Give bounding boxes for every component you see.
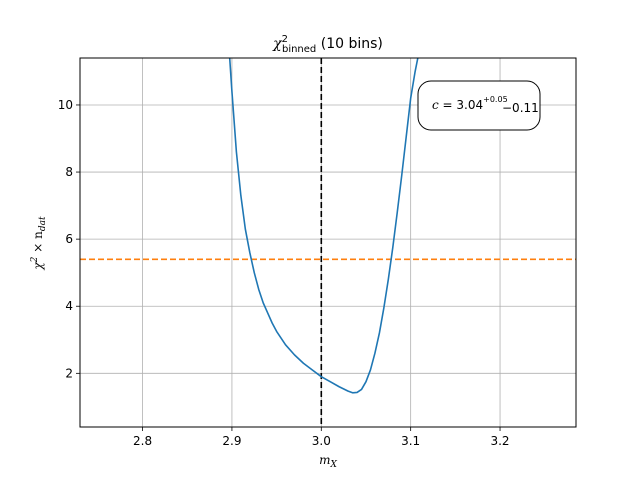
fit-result-annotation: c = 3.04+0.05 −0.11 <box>417 80 541 131</box>
plot-frame <box>79 57 577 428</box>
ticks: 2.8 2.9 3.0 3.1 3.2 2 4 6 8 10 <box>58 98 510 448</box>
y-tick-label: 6 <box>65 232 73 246</box>
x-tick-label: 2.9 <box>222 434 241 448</box>
y-tick-label: 4 <box>65 299 73 313</box>
x-tick-label: 3.2 <box>490 434 509 448</box>
x-tick-label: 3.0 <box>312 434 331 448</box>
x-axis-label: mX <box>319 453 337 470</box>
annotation-text: c = 3.04+0.05 <box>432 95 508 112</box>
chi2-curve <box>228 58 419 394</box>
y-tick-label: 8 <box>65 165 73 179</box>
y-axis-label: χ2 × ndat <box>30 216 48 271</box>
y-tick-label: 10 <box>58 98 73 112</box>
chart-title: χ2 binned (10 bins) <box>272 34 383 55</box>
y-tick-label: 2 <box>65 366 73 380</box>
annotation-box <box>417 80 541 131</box>
series-layer <box>80 58 576 427</box>
x-tick-label: 2.8 <box>133 434 152 448</box>
annotation-minus: −0.11 <box>502 101 539 115</box>
x-tick-label: 3.1 <box>401 434 420 448</box>
